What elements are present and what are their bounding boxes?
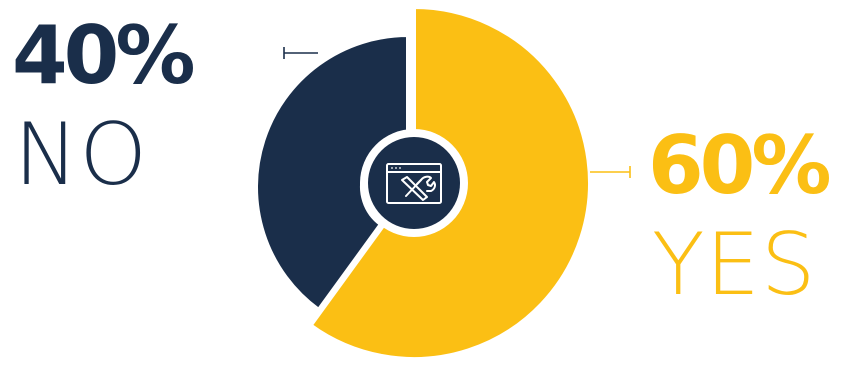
chart-slices xyxy=(254,4,592,361)
yes-percent-label: 60% xyxy=(648,119,831,212)
center-badge xyxy=(360,129,468,237)
yes-category-label: YES xyxy=(652,215,817,315)
no-category-label: NO xyxy=(14,105,149,205)
browser-window-tools-icon xyxy=(386,163,442,204)
no-percent-label: 40% xyxy=(12,9,195,102)
